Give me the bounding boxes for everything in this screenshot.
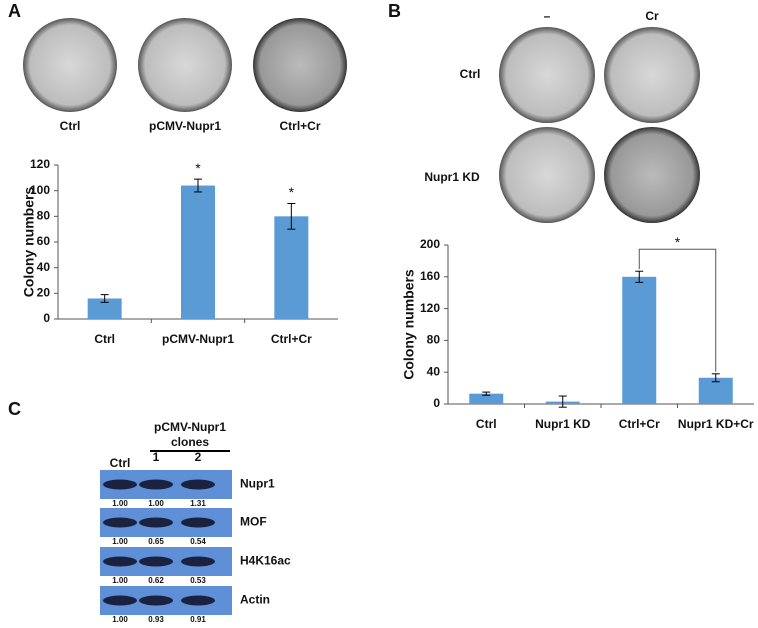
panel-label: C [8, 399, 21, 419]
quantification: 1.00 [112, 576, 128, 585]
blot-band [139, 595, 173, 606]
significance-label: * [195, 160, 201, 176]
bar [87, 298, 122, 319]
blot-band [103, 517, 137, 528]
quantification: 1.00 [112, 499, 128, 508]
plate [138, 18, 232, 112]
error-bar [287, 203, 296, 230]
blot-band [181, 479, 215, 490]
quantification: 1.00 [148, 499, 164, 508]
x-tick-label: Ctrl [476, 417, 497, 431]
plate [499, 127, 595, 223]
blot: pCMV-Nupr1 clones [150, 420, 230, 452]
bar [181, 185, 215, 319]
plate [23, 18, 117, 112]
quantification: 0.65 [148, 537, 164, 546]
y-tick-label: 40 [427, 364, 441, 378]
row-label: Nupr1 KD [424, 170, 480, 184]
plate [604, 127, 700, 223]
y-tick-label: 120 [30, 157, 50, 171]
y-axis-label: Colony numbers [21, 187, 37, 298]
y-tick-label: 0 [43, 311, 50, 325]
panel-label: A [8, 1, 21, 21]
y-tick-label: 20 [37, 286, 51, 300]
quantification: 1.00 [112, 615, 128, 624]
y-tick-label: 80 [37, 209, 51, 223]
panel-label: B [388, 1, 401, 21]
comparison-label: * [675, 234, 681, 250]
row-label: Ctrl [460, 67, 481, 81]
plate-label: pCMV-Nupr1 [149, 119, 221, 133]
plate [253, 18, 347, 112]
error-bar [558, 395, 567, 408]
x-tick-label: Nupr1 KD [535, 417, 591, 431]
y-tick-label: 80 [427, 333, 441, 347]
quantification: 1.00 [112, 537, 128, 546]
blot-band [103, 595, 137, 606]
blot-band [103, 556, 137, 567]
quantification: 1.31 [190, 499, 206, 508]
quantification: 0.54 [190, 537, 206, 546]
blot-band [181, 556, 215, 567]
blot-band [181, 595, 215, 606]
plate-label: Ctrl [60, 119, 81, 133]
plate [499, 27, 595, 123]
quantification: 0.91 [190, 615, 206, 624]
plate [604, 27, 700, 123]
blot-band [139, 479, 173, 490]
group-label: pCMV-Nupr1 [154, 420, 226, 434]
bar [274, 216, 309, 319]
y-axis-label: Colony numbers [401, 269, 417, 380]
blot-row-label: Actin [240, 593, 270, 607]
column-label: – [544, 9, 551, 23]
x-tick-label: pCMV-Nupr1 [162, 332, 234, 346]
lane-label: 2 [195, 450, 202, 464]
significance-label: * [289, 184, 295, 200]
x-tick-label: Ctrl+Cr [619, 417, 660, 431]
blot-band [103, 479, 137, 490]
quantification: 0.93 [148, 615, 164, 624]
error-bar [482, 391, 491, 396]
y-tick-label: 0 [433, 396, 440, 410]
plate-label: Ctrl+Cr [279, 119, 320, 133]
blot-row-label: Nupr1 [240, 477, 275, 491]
plates-a: Ctrl pCMV-Nupr1 Ctrl+Cr [23, 18, 347, 133]
error-bar [100, 294, 109, 303]
error-bar [711, 373, 720, 383]
lane-label: 1 [153, 450, 160, 464]
blot-band [139, 517, 173, 528]
quantification: 0.62 [148, 576, 164, 585]
blot-row-label: MOF [240, 515, 267, 529]
error-bar [635, 270, 644, 283]
x-tick-label: Nupr1 KD+Cr [678, 417, 754, 431]
x-tick-label: Ctrl+Cr [271, 332, 312, 346]
error-bar [194, 178, 202, 193]
lane-label: Ctrl [110, 456, 131, 470]
bar [469, 393, 504, 404]
y-tick-label: 120 [420, 301, 440, 315]
blot-band [181, 517, 215, 528]
plates-b: – Cr Ctrl Nupr1 KD [424, 9, 700, 223]
column-label: Cr [645, 9, 659, 23]
y-tick-label: 160 [420, 269, 440, 283]
group-label: clones [171, 435, 209, 449]
y-tick-label: 200 [420, 237, 440, 251]
x-tick-label: Ctrl [94, 332, 115, 346]
comparison-bracket [638, 248, 717, 372]
blot-band [139, 556, 173, 567]
bar [622, 276, 657, 404]
y-tick-label: 60 [37, 234, 51, 248]
y-tick-label: 100 [30, 183, 50, 197]
y-tick-label: 40 [37, 260, 51, 274]
blot-row-label: H4K16ac [240, 554, 291, 568]
quantification: 0.53 [190, 576, 206, 585]
